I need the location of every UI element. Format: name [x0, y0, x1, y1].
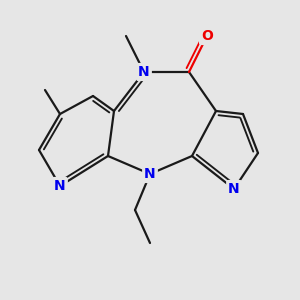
Text: N: N: [228, 182, 240, 196]
Text: O: O: [201, 29, 213, 43]
Text: N: N: [138, 65, 150, 79]
Text: N: N: [54, 179, 66, 193]
Text: N: N: [144, 167, 156, 181]
